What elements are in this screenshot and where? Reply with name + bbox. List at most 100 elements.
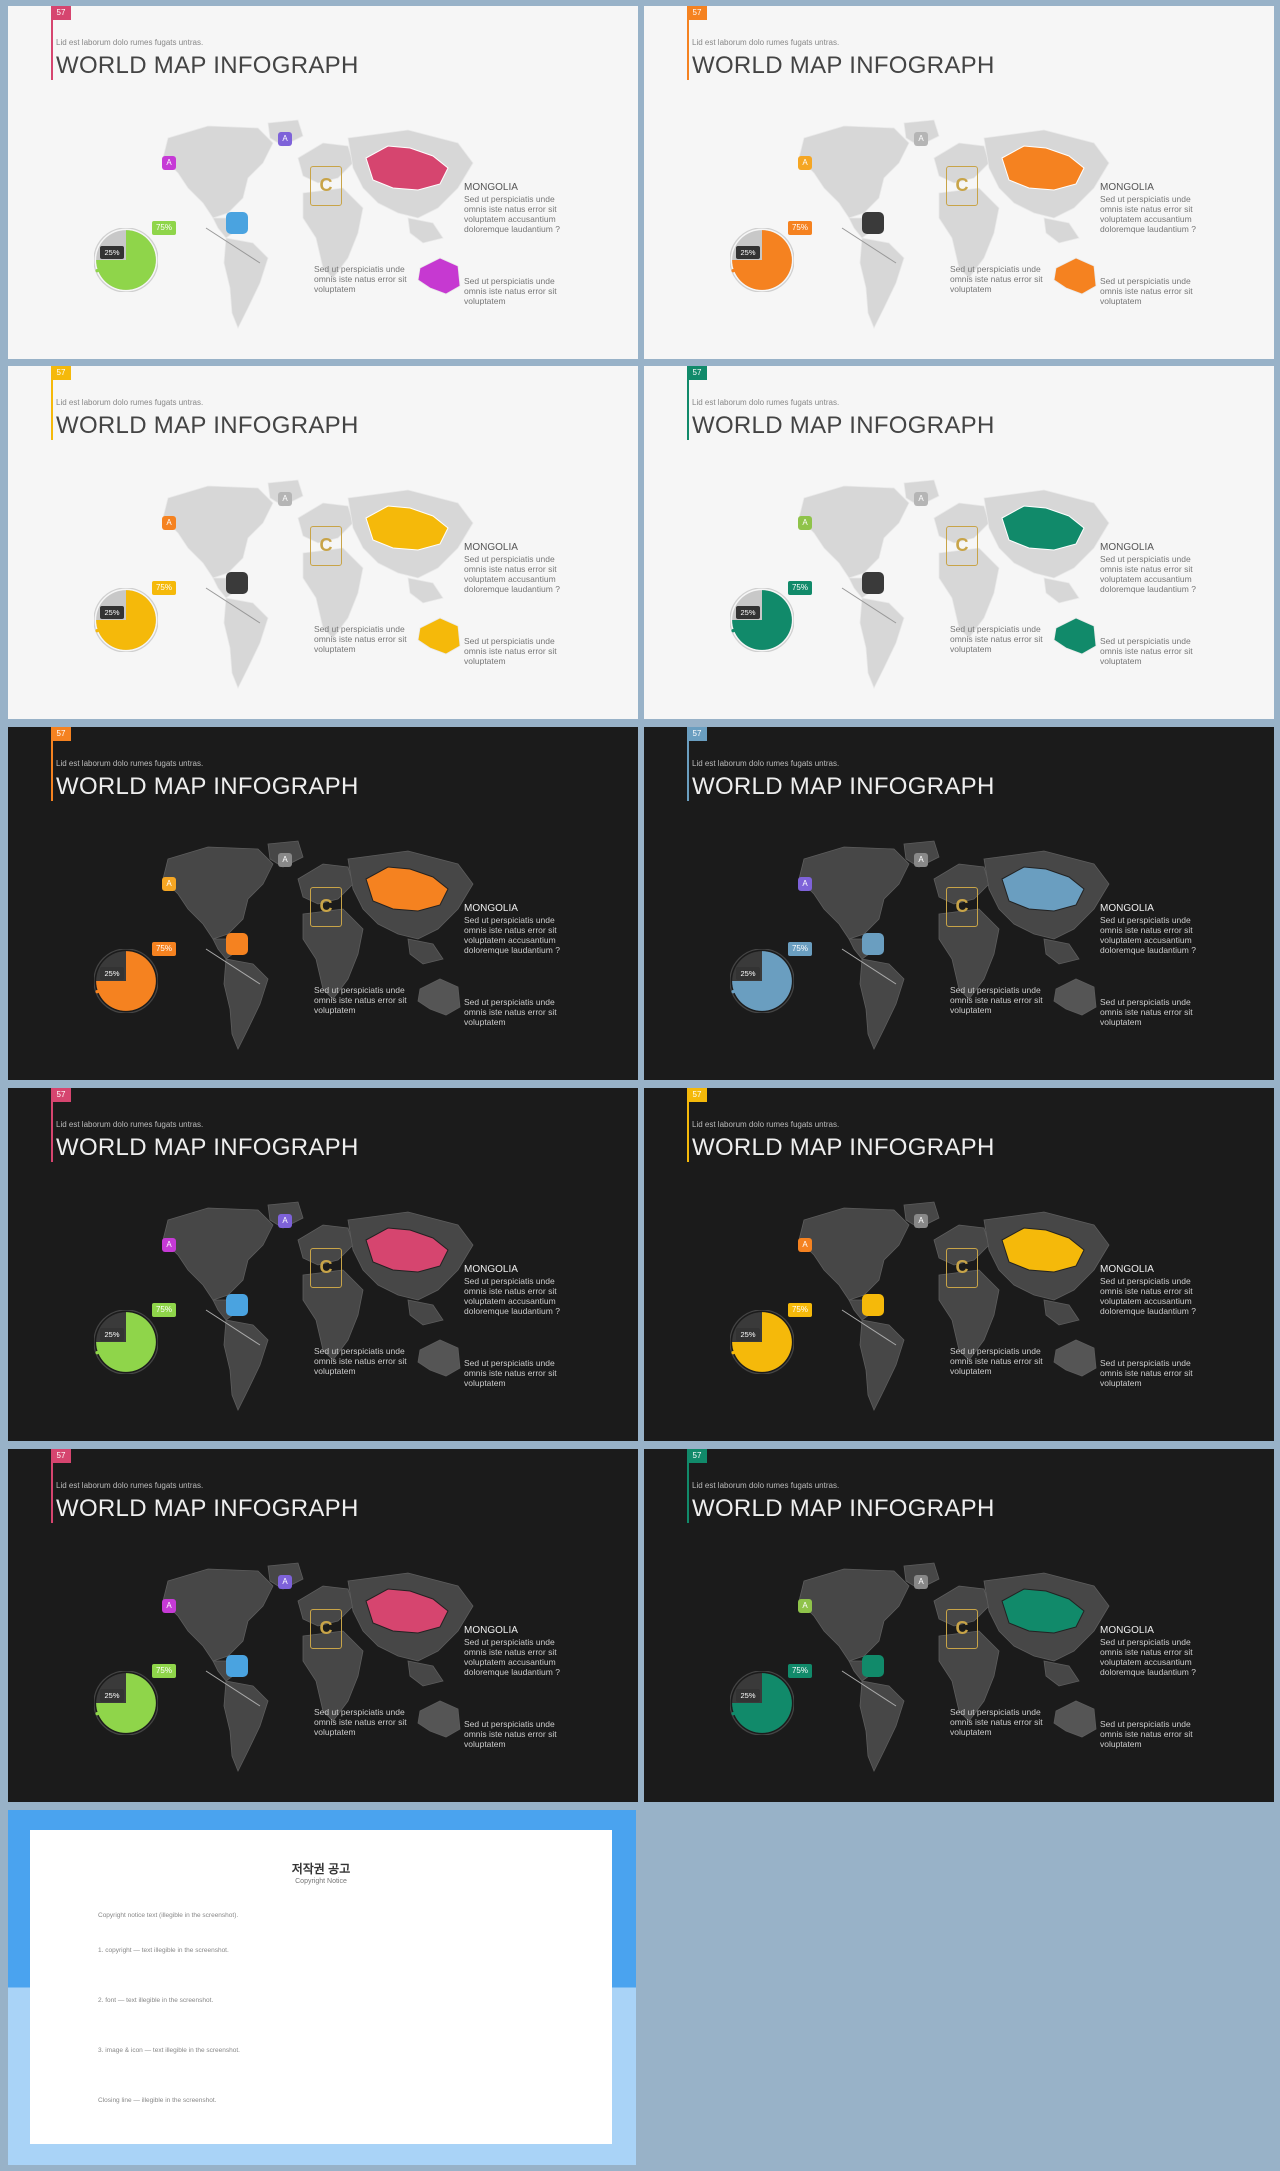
slide-subtitle: Lid est laborum dolo rumes fugats untras… <box>56 398 204 407</box>
copyright-slide: 저작권 공고 Copyright Notice Copyright notice… <box>8 1810 636 2165</box>
location-pin-marker <box>226 212 248 234</box>
south-america-shape <box>859 237 905 329</box>
south-america-shape <box>859 597 905 689</box>
slide-title: WORLD MAP INFOGRAPH <box>56 52 359 79</box>
percent-25-label: 25% <box>100 1689 124 1702</box>
slide-number: 57 <box>687 366 707 380</box>
mongolia-shape <box>365 1588 449 1634</box>
caption-americas: Sed ut perspiciatis unde omnis iste natu… <box>314 264 407 294</box>
slide-subtitle: Lid est laborum dolo rumes fugats untras… <box>692 1120 840 1129</box>
percentage-pie <box>730 949 794 1013</box>
label-a-america: A <box>798 156 812 170</box>
copyright-paragraph: 1. copyright — text illegible in the scr… <box>98 1947 229 1954</box>
watermark-logo: C <box>310 887 342 927</box>
caption-americas: Sed ut perspiciatis unde omnis iste natu… <box>314 1346 407 1376</box>
europe-shape <box>297 1585 354 1627</box>
label-a-america: A <box>798 516 812 530</box>
caption-australia: Sed ut perspiciatis unde omnis iste natu… <box>1100 636 1193 666</box>
slide-subtitle: Lid est laborum dolo rumes fugats untras… <box>56 759 204 768</box>
slide-number: 57 <box>51 366 71 380</box>
percent-25-label: 25% <box>736 967 760 980</box>
mongolia-shape <box>365 505 449 551</box>
pie-wedge-75 <box>96 230 156 290</box>
north-america-shape <box>798 125 910 219</box>
location-pin-marker <box>226 933 248 955</box>
accent-line <box>687 1463 689 1523</box>
percentage-pie <box>94 228 158 292</box>
mongolia-heading: MONGOLIA <box>1100 903 1154 914</box>
europe-shape <box>297 1224 354 1266</box>
mongolia-shape <box>365 1227 449 1273</box>
caption-americas: Sed ut perspiciatis unde omnis iste natu… <box>314 624 407 654</box>
world-map <box>798 1201 1110 1411</box>
percent-25-label: 25% <box>100 1328 124 1341</box>
connector-line <box>841 227 897 264</box>
location-pin-marker <box>226 1294 248 1316</box>
mongolia-heading: MONGOLIA <box>464 903 518 914</box>
caption-australia: Sed ut perspiciatis unde omnis iste natu… <box>464 636 557 666</box>
slide-title: WORLD MAP INFOGRAPH <box>56 1134 359 1161</box>
australia-shape <box>1053 1339 1097 1377</box>
europe-shape <box>933 502 990 544</box>
south-america-shape <box>223 597 269 689</box>
mongolia-heading: MONGOLIA <box>464 182 518 193</box>
label-a-america: A <box>162 516 176 530</box>
accent-line <box>51 741 53 801</box>
map-slide: 57 Lid est laborum dolo rumes fugats unt… <box>8 366 638 719</box>
north-america-shape <box>798 846 910 940</box>
mongolia-description: Sed ut perspiciatis unde omnis iste natu… <box>464 915 560 955</box>
mongolia-description: Sed ut perspiciatis unde omnis iste natu… <box>1100 915 1196 955</box>
pie-wedge-75 <box>732 1312 792 1372</box>
label-a-greenland: A <box>914 853 928 867</box>
world-map <box>798 479 1110 689</box>
accent-line <box>51 20 53 80</box>
map-slide: 57 Lid est laborum dolo rumes fugats unt… <box>8 1088 638 1441</box>
africa-shape <box>302 187 364 279</box>
slide-number: 57 <box>51 727 71 741</box>
caption-americas: Sed ut perspiciatis unde omnis iste natu… <box>950 624 1043 654</box>
caption-australia: Sed ut perspiciatis unde omnis iste natu… <box>1100 997 1193 1027</box>
percent-75-label: 75% <box>152 942 176 956</box>
slide-subtitle: Lid est laborum dolo rumes fugats untras… <box>56 38 204 47</box>
africa-shape <box>938 547 1000 639</box>
connector-line <box>205 1309 261 1346</box>
pie-dot <box>95 1711 99 1716</box>
mongolia-heading: MONGOLIA <box>464 542 518 553</box>
slide-subtitle: Lid est laborum dolo rumes fugats untras… <box>692 1481 840 1490</box>
caption-australia: Sed ut perspiciatis unde omnis iste natu… <box>464 1719 557 1749</box>
location-pin-marker <box>862 1294 884 1316</box>
south-america-shape <box>223 958 269 1050</box>
caption-americas: Sed ut perspiciatis unde omnis iste natu… <box>950 264 1043 294</box>
north-america-shape <box>162 846 274 940</box>
accent-line <box>687 1102 689 1162</box>
watermark-logo: C <box>946 1248 978 1288</box>
north-america-shape <box>162 1568 274 1662</box>
location-pin-marker <box>862 212 884 234</box>
africa-shape <box>938 1630 1000 1722</box>
copyright-paragraph: Copyright notice text (illegible in the … <box>98 1912 239 1919</box>
pie-dot <box>95 268 99 273</box>
slide-number: 57 <box>687 1449 707 1463</box>
percent-75-label: 75% <box>788 581 812 595</box>
slide-number: 57 <box>51 6 71 20</box>
australia-shape <box>1053 617 1097 655</box>
mongolia-shape <box>1001 505 1085 551</box>
pie-wedge-75 <box>732 230 792 290</box>
watermark-logo: C <box>946 526 978 566</box>
pie-dot <box>731 268 735 273</box>
percent-25-label: 25% <box>736 1328 760 1341</box>
australia-shape <box>417 1339 461 1377</box>
copyright-paragraph: 3. image & icon — text illegible in the … <box>98 2047 240 2054</box>
percentage-pie <box>730 228 794 292</box>
mongolia-heading: MONGOLIA <box>1100 182 1154 193</box>
caption-australia: Sed ut perspiciatis unde omnis iste natu… <box>464 276 557 306</box>
slide-number: 57 <box>687 1088 707 1102</box>
location-pin-marker <box>862 933 884 955</box>
caption-americas: Sed ut perspiciatis unde omnis iste natu… <box>314 985 407 1015</box>
southeast-asia-shape <box>407 217 444 244</box>
pie-wedge-75 <box>96 1673 156 1733</box>
africa-shape <box>302 547 364 639</box>
australia-shape <box>417 257 461 295</box>
percent-25-label: 25% <box>100 246 124 259</box>
europe-shape <box>933 1585 990 1627</box>
